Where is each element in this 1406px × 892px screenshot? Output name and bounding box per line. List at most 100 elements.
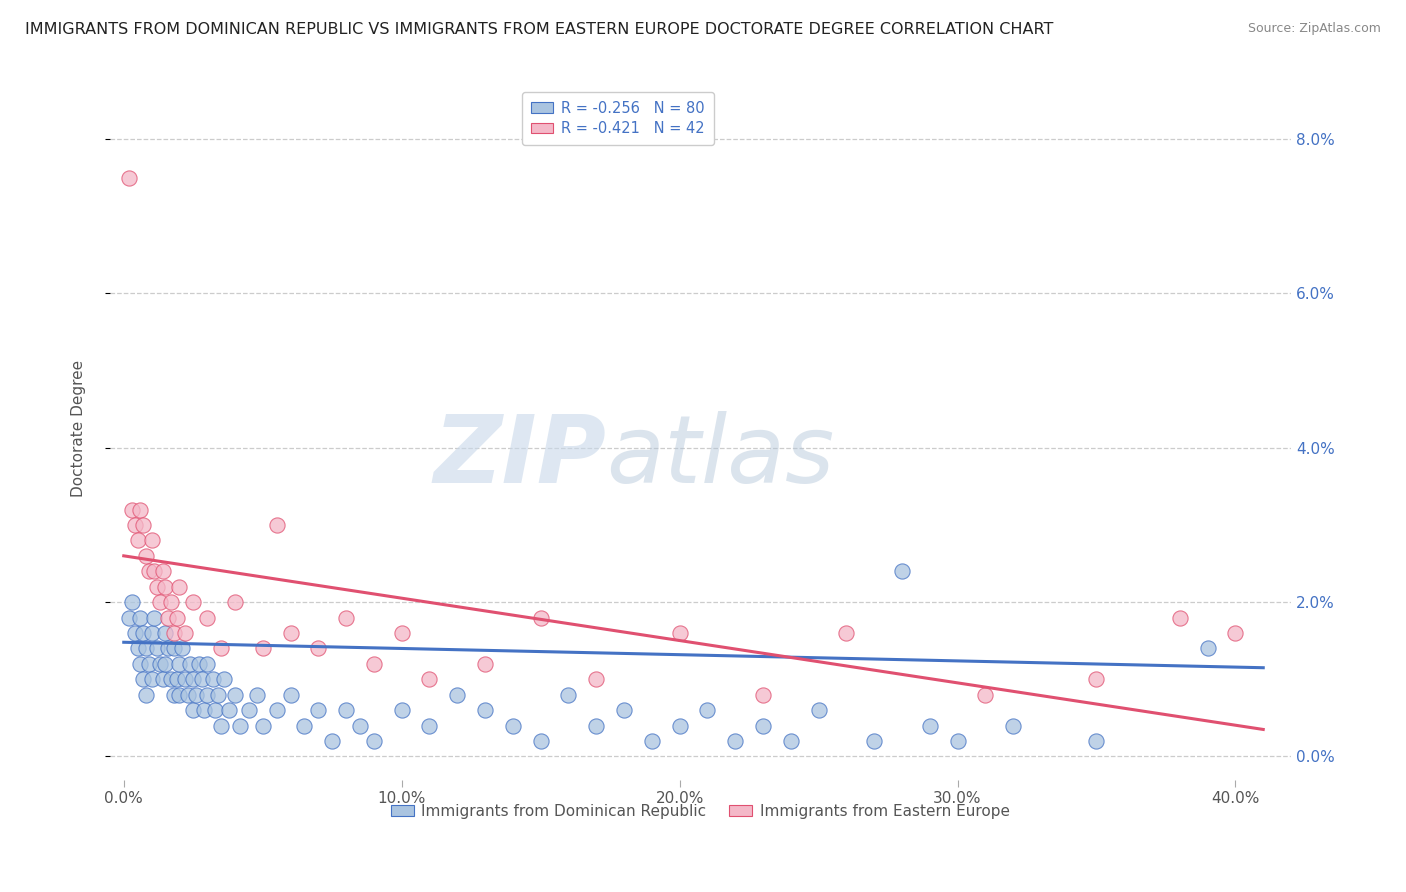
Point [135, 688, 157, 702]
Point [724, 734, 747, 748]
Point [166, 673, 188, 687]
Point [181, 595, 204, 609]
Point [890, 564, 912, 578]
Point [335, 703, 357, 717]
Y-axis label: Doctorate Degree: Doctorate Degree [72, 360, 86, 497]
Point [157, 610, 180, 624]
Point [172, 641, 194, 656]
Point [163, 688, 186, 702]
Point [1085, 673, 1108, 687]
Point [118, 610, 141, 624]
Point [127, 641, 149, 656]
Point [152, 673, 174, 687]
Point [160, 673, 183, 687]
Point [124, 518, 146, 533]
Point [129, 657, 152, 671]
Point [155, 657, 177, 671]
Point [530, 610, 553, 624]
Point [266, 518, 288, 533]
Point [1225, 626, 1247, 640]
Point [163, 626, 186, 640]
Point [201, 673, 224, 687]
Point [204, 703, 226, 717]
Point [292, 718, 315, 732]
Point [132, 673, 155, 687]
Point [641, 734, 664, 748]
Point [918, 718, 941, 732]
Point [1168, 610, 1191, 624]
Point [155, 580, 177, 594]
Point [152, 564, 174, 578]
Point [252, 718, 274, 732]
Point [246, 688, 269, 702]
Point [195, 657, 218, 671]
Point [121, 595, 143, 609]
Point [585, 673, 607, 687]
Point [181, 703, 204, 717]
Point [169, 580, 191, 594]
Point [391, 626, 413, 640]
Point [530, 734, 553, 748]
Point [209, 641, 232, 656]
Point [195, 610, 218, 624]
Point [779, 734, 801, 748]
Point [195, 688, 218, 702]
Point [474, 657, 496, 671]
Point [209, 718, 232, 732]
Point [207, 688, 229, 702]
Point [280, 626, 302, 640]
Point [1197, 641, 1219, 656]
Point [146, 580, 169, 594]
Point [118, 170, 141, 185]
Point [143, 610, 166, 624]
Point [176, 688, 198, 702]
Point [585, 718, 607, 732]
Point [135, 549, 157, 563]
Point [863, 734, 886, 748]
Point [127, 533, 149, 548]
Point [181, 673, 204, 687]
Point [141, 533, 163, 548]
Point [613, 703, 636, 717]
Point [668, 718, 690, 732]
Point [174, 626, 197, 640]
Point [184, 688, 207, 702]
Point [179, 657, 201, 671]
Point [166, 610, 188, 624]
Point [557, 688, 579, 702]
Text: ZIP: ZIP [433, 410, 606, 502]
Point [1085, 734, 1108, 748]
Point [307, 641, 329, 656]
Point [149, 595, 172, 609]
Point [349, 718, 371, 732]
Point [418, 718, 440, 732]
Point [224, 688, 246, 702]
Point [307, 703, 329, 717]
Point [163, 641, 186, 656]
Point [141, 673, 163, 687]
Point [141, 626, 163, 640]
Point [169, 657, 191, 671]
Point [391, 703, 413, 717]
Point [129, 610, 152, 624]
Point [193, 703, 215, 717]
Point [363, 734, 385, 748]
Point [224, 595, 246, 609]
Point [132, 626, 155, 640]
Legend: Immigrants from Dominican Republic, Immigrants from Eastern Europe: Immigrants from Dominican Republic, Immi… [385, 797, 1017, 824]
Point [187, 657, 209, 671]
Point [121, 502, 143, 516]
Point [174, 673, 197, 687]
Point [129, 502, 152, 516]
Text: IMMIGRANTS FROM DOMINICAN REPUBLIC VS IMMIGRANTS FROM EASTERN EUROPE DOCTORATE D: IMMIGRANTS FROM DOMINICAN REPUBLIC VS IM… [25, 22, 1053, 37]
Point [696, 703, 718, 717]
Point [974, 688, 997, 702]
Point [238, 703, 260, 717]
Point [752, 718, 775, 732]
Point [143, 564, 166, 578]
Point [135, 641, 157, 656]
Point [190, 673, 212, 687]
Point [138, 657, 160, 671]
Point [280, 688, 302, 702]
Point [212, 673, 235, 687]
